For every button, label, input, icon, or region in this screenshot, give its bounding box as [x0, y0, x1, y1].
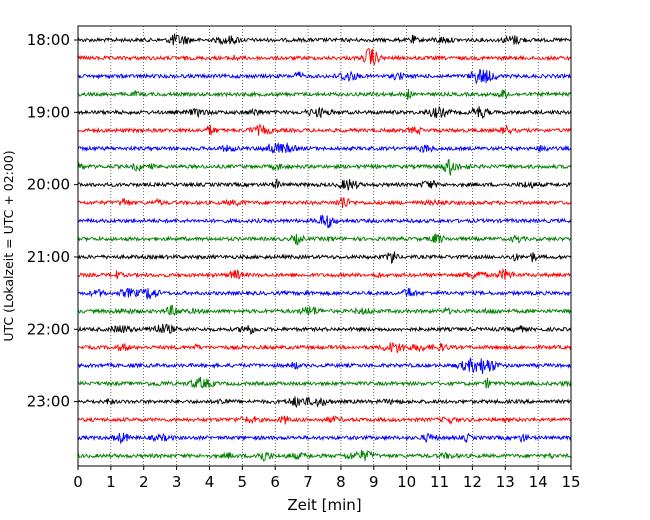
- trace-1900: [77, 105, 572, 119]
- trace-2015: [77, 197, 572, 208]
- y-tick-label: 20:00: [27, 176, 70, 194]
- trace-2030: [77, 214, 572, 229]
- vertical-grid-lines: [110, 26, 539, 466]
- x-tick-label: 11: [430, 473, 449, 491]
- trace-2230: [77, 356, 571, 375]
- x-tick-label: 8: [336, 473, 346, 491]
- trace-2345: [77, 449, 572, 462]
- trace-1945: [77, 159, 572, 176]
- trace-2115: [77, 267, 572, 280]
- trace-1830: [77, 68, 571, 85]
- x-tick-label: 6: [270, 473, 280, 491]
- trace-1915: [77, 123, 572, 136]
- x-tick-label: 13: [496, 473, 515, 491]
- x-tick-label: 10: [397, 473, 416, 491]
- x-tick-label: 9: [369, 473, 379, 491]
- y-tick-label: 23:00: [27, 393, 70, 411]
- trace-2145: [77, 304, 572, 317]
- trace-2315: [77, 415, 572, 426]
- y-axis-label: UTC (Lokalzeit = UTC + 02:00): [1, 150, 16, 341]
- trace-2200: [77, 323, 572, 335]
- trace-2330: [77, 432, 572, 445]
- plot-frame: [77, 25, 572, 467]
- x-tick-label: 2: [139, 473, 149, 491]
- x-tick-label: 1: [106, 473, 116, 491]
- trace-1930: [77, 141, 572, 155]
- trace-2300: [77, 396, 571, 409]
- x-axis-label: Zeit [min]: [287, 496, 361, 514]
- x-tick-label: 12: [463, 473, 482, 491]
- y-axis-ticks: 18:00 19:00 20:00 21:00 22:00 23:00: [27, 31, 78, 411]
- trace-2000: [77, 177, 571, 191]
- x-tick-label: 3: [172, 473, 182, 491]
- x-tick-label: 4: [205, 473, 215, 491]
- trace-1815: [77, 48, 572, 66]
- y-tick-label: 21:00: [27, 248, 70, 266]
- trace-2130: [77, 287, 571, 301]
- x-tick-label: 14: [529, 473, 548, 491]
- trace-2100: [77, 251, 572, 265]
- trace-2045: [77, 233, 572, 246]
- seismogram-traces: [77, 33, 572, 462]
- x-tick-label: 7: [303, 473, 313, 491]
- y-tick-label: 19:00: [27, 103, 70, 121]
- x-tick-label: 15: [561, 473, 580, 491]
- trace-2215: [77, 342, 572, 354]
- trace-1800: [77, 33, 572, 46]
- x-axis-ticks: 0 1 2 3 4 5 6 7 8 9 10 11 12 13 14 15: [73, 466, 581, 491]
- trace-1845: [77, 89, 572, 101]
- trace-2245: [77, 376, 572, 389]
- y-tick-label: 18:00: [27, 31, 70, 49]
- y-tick-label: 22:00: [27, 320, 70, 338]
- x-tick-label: 0: [73, 473, 83, 491]
- x-tick-label: 5: [238, 473, 248, 491]
